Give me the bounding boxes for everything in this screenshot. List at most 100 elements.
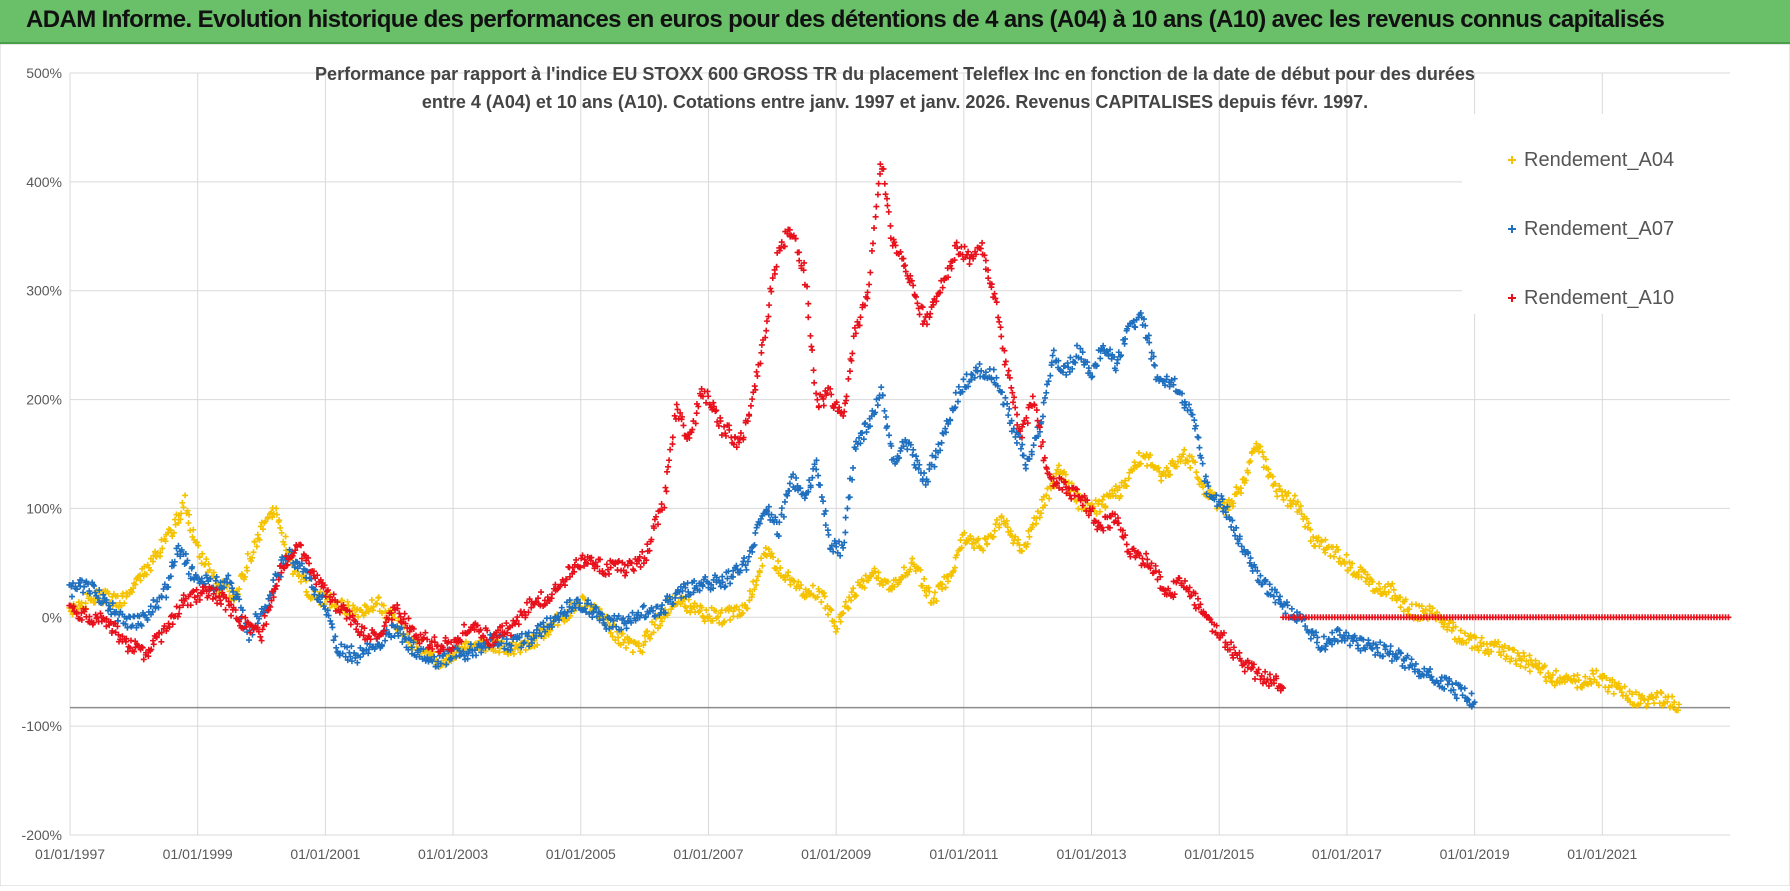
rendement-a04-point (1297, 503, 1304, 510)
rendement-a07-point (320, 603, 327, 610)
rendement-a04-point (1636, 691, 1643, 698)
rendement-a07-point (585, 597, 592, 604)
rendement-a07-point (1112, 367, 1119, 374)
rendement-a10-point (1270, 680, 1277, 687)
report-banner: ADAM Informe. Evolution historique des p… (0, 0, 1790, 44)
rendement-a07-point (163, 594, 170, 601)
rendement-a07-point (1100, 342, 1107, 349)
rendement-a07-point (733, 562, 740, 569)
rendement-a07-point (398, 624, 405, 631)
rendement-a07-point (756, 520, 763, 527)
rendement-a10-point (621, 561, 628, 568)
rendement-a10-point (238, 613, 245, 620)
rendement-a10-point (78, 609, 85, 616)
rendement-a04-point (1364, 571, 1371, 578)
rendement-a04-point (714, 613, 721, 620)
rendement-a07-point (1320, 633, 1327, 640)
rendement-a04-point (641, 632, 648, 639)
rendement-a07-point (1374, 649, 1381, 656)
rendement-a07-point (596, 617, 603, 624)
rendement-a07-point (160, 586, 167, 593)
rendement-a10-point (150, 641, 157, 648)
rendement-a10-point (1200, 608, 1207, 615)
rendement-a07-point (708, 581, 715, 588)
rendement-a10-point (474, 622, 481, 629)
rendement-a10-point (429, 645, 436, 652)
rendement-a07-point (533, 633, 540, 640)
rendement-a07-point (929, 452, 936, 459)
rendement-a07-point (1275, 596, 1282, 603)
rendement-a04-point (408, 643, 415, 650)
rendement-a10-point (317, 576, 324, 583)
rendement-a10-point (992, 295, 999, 302)
rendement-a07-point (942, 429, 949, 436)
rendement-a04-point (1123, 483, 1130, 490)
rendement-a04-point (1310, 534, 1317, 541)
rendement-a10-point (507, 632, 514, 639)
rendement-a04-point (1632, 689, 1639, 696)
rendement-a07-point (1214, 503, 1221, 510)
rendement-a10-point (912, 293, 919, 300)
rendement-a10-point (805, 314, 812, 321)
rendement-a04-point (909, 555, 916, 562)
rendement-a04-point (651, 621, 658, 628)
rendement-a10-point (240, 625, 247, 632)
rendement-a07-point (448, 655, 455, 662)
rendement-a07-point (994, 382, 1001, 389)
rendement-a07-point (1195, 434, 1202, 441)
rendement-a07-point (1146, 339, 1153, 346)
rendement-a04-point (980, 547, 987, 554)
rendement-a07-point (982, 369, 989, 376)
rendement-a07-point (921, 470, 928, 477)
rendement-a10-point (1115, 520, 1122, 527)
rendement-a10-point (891, 239, 898, 246)
rendement-a07-point (473, 652, 480, 659)
rendement-a10-point (868, 247, 875, 254)
rendement-a10-point (324, 587, 331, 594)
rendement-a07-point (107, 606, 114, 613)
rendement-a10-point (1024, 420, 1031, 427)
rendement-a07-point (501, 645, 508, 652)
rendement-a10-point (1062, 478, 1069, 485)
rendement-a07-point (745, 553, 752, 560)
rendement-a10-point (1131, 547, 1138, 554)
rendement-a10-point (1163, 591, 1170, 598)
rendement-a10-point (1054, 480, 1061, 487)
rendement-a04-point (942, 584, 949, 591)
rendement-a10-point (1236, 649, 1243, 656)
rendement-a07-point (815, 472, 822, 479)
rendement-a10-point (82, 606, 89, 613)
rendement-a07-point (1215, 498, 1222, 505)
rendement-a07-point (1218, 492, 1225, 499)
rendement-a07-point (938, 439, 945, 446)
rendement-a04-point (1307, 538, 1314, 545)
rendement-a04-point (709, 617, 716, 624)
rendement-a07-point (1077, 345, 1084, 352)
rendement-a07-point (325, 612, 332, 619)
rendement-a07-point (270, 577, 277, 584)
rendement-a07-point (947, 417, 954, 424)
rendement-a07-point (968, 376, 975, 383)
rendement-a07-point (614, 615, 621, 622)
rendement-a07-point (228, 580, 235, 587)
rendement-a04-point (828, 607, 835, 614)
rendement-a07-point (778, 505, 785, 512)
rendement-a10-point (722, 432, 729, 439)
rendement-a04-point (1026, 533, 1033, 540)
rendement-a07-point (348, 643, 355, 650)
rendement-a04-point (730, 608, 737, 615)
rendement-a10-point (718, 432, 725, 439)
rendement-a04-point (1192, 459, 1199, 466)
rendement-a04-point (901, 564, 908, 571)
rendement-a10-point (997, 324, 1004, 331)
rendement-a10-point (1089, 505, 1096, 512)
rendement-a10-point (1241, 668, 1248, 675)
rendement-a04-point (1669, 693, 1676, 700)
rendement-a04-point (1125, 475, 1132, 482)
rendement-a04-point (1400, 608, 1407, 615)
rendement-a04-point (1603, 674, 1610, 681)
rendement-a04-point (700, 614, 707, 621)
rendement-a07-point (431, 653, 438, 660)
rendement-a10-point (103, 615, 110, 622)
rendement-a10-point (871, 225, 878, 232)
